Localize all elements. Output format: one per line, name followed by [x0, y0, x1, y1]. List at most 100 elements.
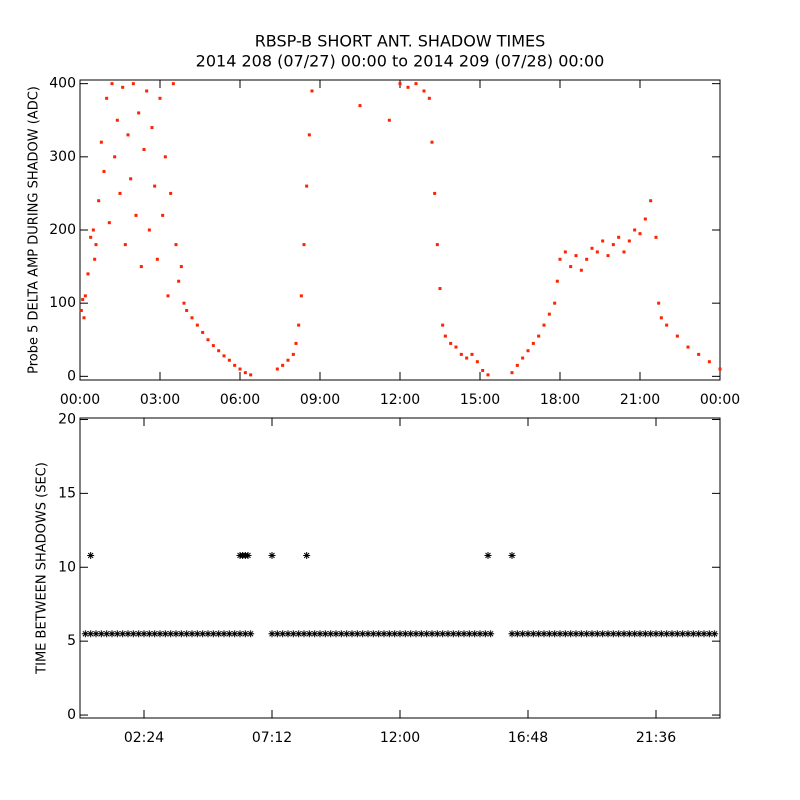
point	[93, 257, 97, 261]
x-tick-label: 21:36	[636, 730, 676, 746]
point	[433, 191, 437, 195]
point	[182, 301, 186, 305]
point	[563, 250, 567, 254]
point	[97, 199, 101, 203]
y-tick-label: 0	[67, 368, 76, 384]
y-tick-label: 300	[49, 149, 76, 165]
point	[569, 265, 573, 269]
point	[86, 272, 90, 276]
point	[81, 298, 85, 302]
point	[231, 630, 239, 638]
point	[601, 239, 605, 243]
point	[158, 96, 162, 100]
point	[129, 177, 133, 181]
point	[711, 630, 719, 638]
point	[675, 334, 679, 338]
point	[407, 630, 415, 638]
point	[526, 349, 530, 353]
point	[81, 630, 89, 638]
point	[638, 232, 642, 236]
point	[167, 630, 175, 638]
point	[558, 257, 562, 261]
point	[201, 330, 205, 334]
point	[161, 630, 169, 638]
point	[510, 371, 514, 375]
point	[163, 155, 167, 159]
x-tick-label: 21:00	[620, 392, 660, 408]
point	[268, 551, 276, 559]
point	[316, 630, 324, 638]
point	[99, 140, 103, 144]
point	[705, 630, 713, 638]
point	[113, 630, 121, 638]
point	[126, 133, 130, 137]
point	[412, 630, 420, 638]
point	[145, 630, 153, 638]
point	[531, 341, 535, 345]
point	[686, 345, 690, 349]
point	[695, 630, 703, 638]
point	[521, 356, 525, 360]
point	[615, 630, 623, 638]
point	[574, 254, 578, 258]
plot-frame	[79, 417, 721, 719]
point	[385, 630, 393, 638]
point	[620, 630, 628, 638]
point	[177, 279, 181, 283]
x-tick-label: 09:00	[300, 392, 340, 408]
point	[273, 630, 281, 638]
point	[227, 358, 231, 362]
point	[310, 89, 314, 93]
point	[631, 630, 639, 638]
point	[673, 630, 681, 638]
point	[406, 85, 410, 89]
point	[545, 630, 553, 638]
point	[435, 243, 439, 247]
point	[206, 338, 210, 342]
point	[595, 250, 599, 254]
point	[508, 630, 516, 638]
point	[444, 630, 452, 638]
point	[535, 630, 543, 638]
point	[484, 551, 492, 559]
point	[124, 630, 132, 638]
point	[430, 140, 434, 144]
point	[108, 630, 116, 638]
point	[654, 235, 658, 239]
point	[665, 323, 669, 327]
plot-frame	[79, 79, 721, 381]
point	[139, 265, 143, 269]
point	[417, 630, 425, 638]
point	[150, 126, 154, 130]
point	[486, 373, 490, 377]
point	[190, 316, 194, 320]
point	[300, 630, 308, 638]
point	[225, 630, 233, 638]
point	[585, 257, 589, 261]
point	[481, 630, 489, 638]
point	[89, 235, 93, 239]
point	[220, 630, 228, 638]
point	[119, 630, 127, 638]
point	[121, 85, 125, 89]
point	[540, 630, 548, 638]
point	[153, 184, 157, 188]
point	[454, 345, 458, 349]
point	[348, 630, 356, 638]
point	[551, 630, 559, 638]
point	[140, 630, 148, 638]
point	[337, 630, 345, 638]
point	[561, 630, 569, 638]
point	[284, 630, 292, 638]
point	[294, 341, 298, 345]
point	[449, 630, 457, 638]
point	[268, 630, 276, 638]
x-tick-label: 16:48	[508, 730, 548, 746]
point	[427, 96, 431, 100]
point	[622, 250, 626, 254]
y-tick-label: 400	[49, 76, 76, 92]
point	[204, 630, 212, 638]
point	[249, 373, 253, 377]
point	[542, 323, 546, 327]
